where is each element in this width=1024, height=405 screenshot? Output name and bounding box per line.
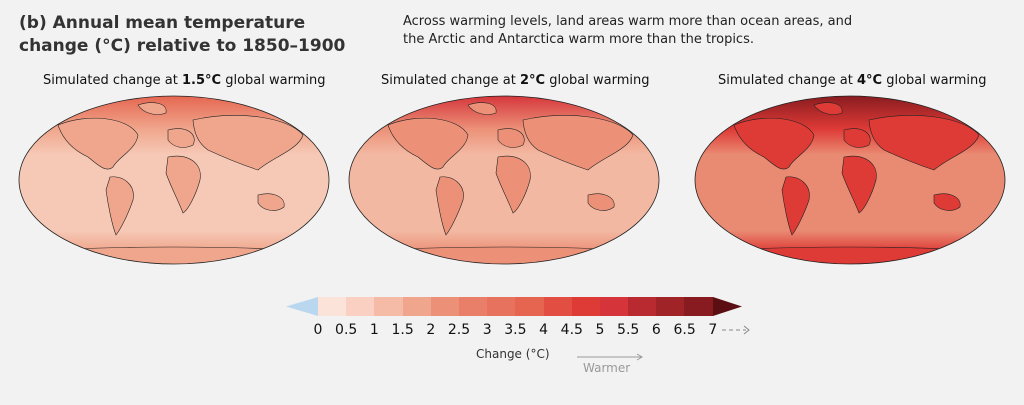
panel-title-suffix: global warming (221, 73, 326, 88)
colorbar-segment (571, 297, 600, 316)
colorbar-tick-label: 2 (426, 322, 436, 338)
panel-title: Simulated change at 2°C global warming (381, 73, 650, 88)
colorbar-tick-label: 3 (482, 322, 492, 338)
colorbar-tick-label: 6 (651, 322, 661, 338)
panel-title-prefix: Simulated change at (718, 73, 857, 88)
colorbar-segment (684, 297, 713, 316)
colorbar-segment (374, 297, 403, 316)
colorbar-segment (346, 297, 375, 316)
colorbar-high-extension (712, 297, 742, 316)
warming-level: 4°C (857, 73, 883, 88)
figure-subtitle: Across warming levels, land areas warm m… (403, 14, 853, 47)
figure-title: (b) Annual mean temperature change (°C) … (19, 13, 346, 56)
colorbar-tick-label: 6.5 (673, 322, 696, 338)
colorbar-tick-label: 4.5 (560, 322, 583, 338)
colorbar-segment (599, 297, 629, 316)
colorbar-segment (543, 297, 572, 316)
panel-title-prefix: Simulated change at (381, 73, 520, 88)
colorbar-label: Change (°C) (476, 347, 550, 361)
warmer-label: Warmer (583, 361, 631, 375)
colorbar-tick-label: 0.5 (335, 322, 358, 338)
warmer-arrow-icon (577, 353, 643, 361)
colorbar-segment (318, 297, 347, 316)
panel-title-suffix: global warming (882, 73, 987, 88)
colorbar-tick-label: 4 (539, 322, 549, 338)
colorbar-segment (402, 297, 431, 316)
colorbar-tick-label: 3.5 (504, 322, 527, 338)
panel-title: Simulated change at 1.5°C global warming (43, 73, 325, 88)
colorbar-tick-label: 0 (313, 322, 323, 338)
colorbar-segment (656, 297, 685, 316)
colorbar-tick-label: 5 (595, 322, 605, 338)
colorbar-segment (487, 297, 516, 316)
world-map-2 (348, 95, 660, 265)
colorbar-segment (628, 297, 657, 316)
colorbar-tick-label: 1 (369, 322, 379, 338)
colorbar-tick-label: 5.5 (617, 322, 640, 338)
panel-title: Simulated change at 4°C global warming (718, 73, 987, 88)
colorbar-segment (515, 297, 544, 316)
colorbar-segment (458, 297, 488, 316)
warming-level: 2°C (520, 73, 546, 88)
colorbar-low-extension (286, 297, 318, 316)
warming-level: 1.5°C (182, 73, 222, 88)
world-map-1 (18, 95, 330, 265)
colorbar (286, 297, 742, 316)
colorbar-tick-label: 1.5 (391, 322, 414, 338)
panel-title-suffix: global warming (545, 73, 650, 88)
dashed-arrow-icon (722, 325, 750, 335)
colorbar-segment (430, 297, 459, 316)
world-map-3 (694, 95, 1006, 265)
colorbar-tick-label: 2.5 (447, 322, 471, 338)
colorbar-tick-label: 7 (708, 322, 718, 338)
panel-title-prefix: Simulated change at (43, 73, 182, 88)
